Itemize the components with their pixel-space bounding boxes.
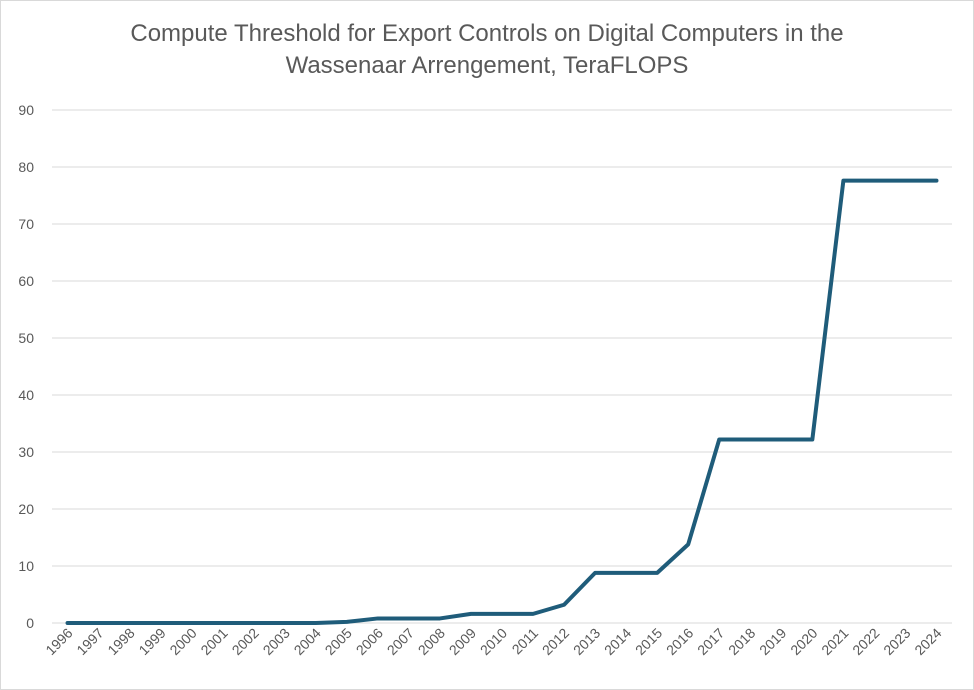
x-tick-label: 2019 [756,625,789,658]
y-tick-label: 0 [26,615,34,631]
x-tick-label: 2020 [787,625,820,658]
x-tick-label: 2012 [539,625,572,658]
y-tick-label: 30 [18,444,34,460]
x-tick-label: 2008 [415,625,448,658]
y-tick-label: 50 [18,330,34,346]
y-tick-label: 10 [18,558,34,574]
x-tick-label: 1997 [73,625,106,658]
x-tick-label: 2001 [197,625,230,658]
x-tick-label: 2015 [632,625,665,658]
x-tick-label: 2002 [229,625,262,658]
x-tick-label: 2018 [725,625,758,658]
x-tick-label: 2013 [570,625,603,658]
x-tick-label: 2000 [166,625,199,658]
chart-title-line-2: Wassenaar Arrengement, TeraFLOPS [285,52,689,79]
x-tick-label: 2021 [818,625,851,658]
series-line [65,178,939,625]
x-tick-label: 2010 [477,625,510,658]
x-axis-ticks: 1996199719981999200020012002200320042005… [42,625,944,658]
y-tick-label: 90 [18,102,34,118]
x-tick-label: 2022 [849,625,882,658]
x-tick-label: 2017 [694,625,727,658]
x-tick-label: 1998 [104,625,137,658]
x-tick-label: 2004 [291,625,324,658]
series-group [65,178,939,625]
y-tick-label: 20 [18,501,34,517]
gridlines [52,109,952,624]
y-tick-label: 80 [18,159,34,175]
chart-title-line-1: Compute Threshold for Export Controls on… [130,20,844,47]
x-tick-label: 2006 [353,625,386,658]
x-tick-label: 2023 [880,625,913,658]
x-tick-label: 2009 [446,625,479,658]
x-tick-label: 2007 [384,625,417,658]
y-tick-label: 40 [18,387,34,403]
x-tick-label: 1999 [135,625,168,658]
x-tick-label: 2011 [509,625,542,658]
y-axis-ticks: 0 10 20 30 40 50 60 70 80 90 [18,102,34,631]
x-tick-label: 2024 [911,625,944,658]
chart-title: Compute Threshold for Export Controls on… [0,18,974,82]
y-tick-label: 60 [18,273,34,289]
x-tick-label: 2005 [322,625,355,658]
y-tick-label: 70 [18,216,34,232]
x-tick-label: 1996 [42,625,75,658]
x-tick-label: 2014 [601,625,634,658]
x-tick-label: 2003 [260,625,293,658]
x-tick-label: 2016 [663,625,696,658]
